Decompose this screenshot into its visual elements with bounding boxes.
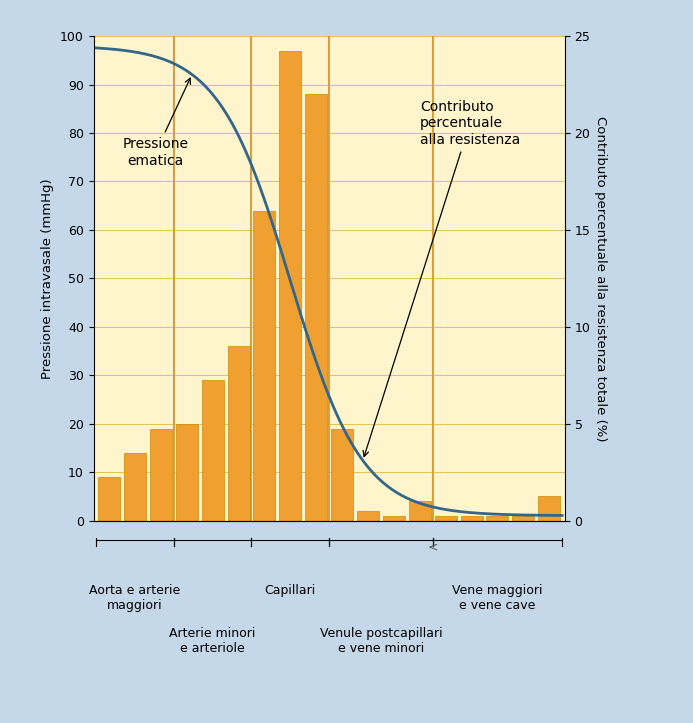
Text: Contributo
percentuale
alla resistenza: Contributo percentuale alla resistenza	[363, 100, 520, 456]
Text: <: <	[428, 541, 438, 554]
Y-axis label: Pressione intravasale (mmHg): Pressione intravasale (mmHg)	[42, 178, 55, 379]
Bar	[150, 429, 172, 521]
Text: Arterie minori
e arteriole: Arterie minori e arteriole	[170, 627, 256, 655]
Bar	[176, 424, 198, 521]
Text: Aorta e arterie
maggiori: Aorta e arterie maggiori	[89, 583, 181, 612]
Text: Vene maggiori
e vene cave: Vene maggiori e vene cave	[453, 583, 543, 612]
Bar	[331, 429, 353, 521]
Bar	[538, 496, 560, 521]
Bar	[98, 477, 120, 521]
Bar	[512, 515, 534, 521]
Text: Venule postcapillari
e vene minori: Venule postcapillari e vene minori	[319, 627, 442, 655]
Bar	[409, 501, 431, 521]
Bar	[435, 515, 457, 521]
Bar	[461, 515, 482, 521]
Bar	[227, 346, 249, 521]
Bar	[383, 515, 405, 521]
Bar	[305, 94, 327, 521]
Text: Pressione
ematica: Pressione ematica	[123, 78, 191, 168]
Y-axis label: Contributo percentuale alla resistenza totale (%): Contributo percentuale alla resistenza t…	[594, 116, 607, 441]
Bar	[124, 453, 146, 521]
Text: Capillari: Capillari	[265, 583, 316, 596]
Bar	[202, 380, 224, 521]
Bar	[254, 210, 275, 521]
Bar	[486, 515, 509, 521]
Bar	[279, 51, 301, 521]
Bar	[357, 511, 379, 521]
